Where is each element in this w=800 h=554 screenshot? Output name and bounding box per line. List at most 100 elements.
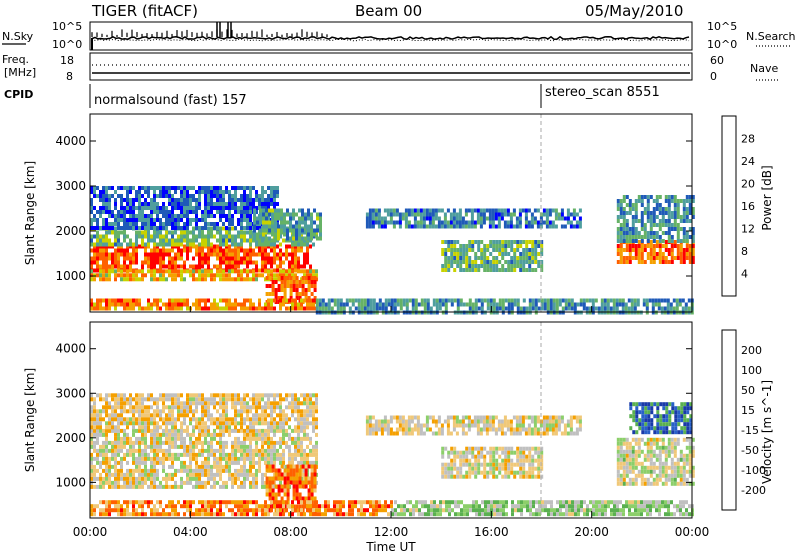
velocity-cell [186, 428, 189, 433]
power-cell [447, 256, 451, 260]
velocity-cell [114, 472, 117, 477]
power-cell [138, 269, 141, 274]
power-cell [216, 252, 219, 257]
velocity-cell [102, 476, 105, 481]
power-cell [640, 260, 644, 264]
velocity-cell [274, 468, 278, 473]
power-cell [180, 206, 183, 210]
velocity-cell [313, 476, 317, 481]
power-cell [153, 302, 156, 307]
power-cell [240, 242, 243, 247]
power-cell [682, 207, 686, 211]
power-cell [631, 223, 635, 227]
power-cell [165, 302, 168, 307]
velocity-cell [267, 405, 270, 410]
velocity-cell [198, 464, 201, 469]
velocity-cell [210, 508, 213, 513]
power-cell [234, 298, 237, 303]
power-cell [168, 248, 171, 253]
velocity-cell [156, 500, 159, 505]
velocity-cell [180, 504, 183, 509]
velocity-cell [135, 456, 138, 461]
power-cell [691, 239, 695, 243]
power-cell [135, 230, 138, 235]
power-cell [685, 256, 689, 260]
power-cell [147, 194, 150, 198]
velocity-cell [276, 440, 279, 445]
velocity-cell [303, 468, 306, 473]
power-cell [114, 190, 117, 194]
power-cell [476, 212, 480, 217]
power-cell [304, 236, 307, 241]
velocity-cell [300, 500, 303, 505]
velocity-cell [210, 472, 213, 477]
power-cell [673, 244, 677, 248]
power-cell [186, 306, 189, 311]
power-cell [258, 238, 261, 243]
power-cell [304, 224, 307, 229]
velocity-cell [234, 480, 237, 485]
velocity-cell [117, 432, 120, 437]
velocity-cell [297, 500, 300, 505]
power-cell [366, 298, 370, 303]
velocity-cell [216, 456, 219, 461]
velocity-cell [150, 512, 153, 517]
power-cell [261, 194, 264, 198]
power-cell [219, 190, 222, 194]
power-cell [162, 202, 165, 206]
power-cell [622, 215, 626, 219]
velocity-cell [204, 440, 207, 445]
power-cell [516, 260, 520, 264]
power-cell [219, 186, 222, 190]
power-cell [159, 298, 162, 303]
velocity-cell [201, 393, 204, 398]
velocity-cell [267, 432, 270, 437]
velocity-cell [162, 417, 165, 422]
velocity-cell [216, 409, 219, 414]
power-cell [572, 224, 576, 229]
velocity-cell [297, 428, 300, 433]
power-cell [682, 239, 686, 243]
velocity-cell [216, 460, 219, 465]
velocity-cell [282, 428, 285, 433]
power-cell [628, 207, 632, 211]
power-cell [661, 260, 665, 264]
velocity-cell [297, 409, 300, 414]
velocity-cell [165, 405, 168, 410]
power-cell [688, 211, 692, 215]
power-cell [249, 230, 252, 235]
power-cell [219, 238, 222, 243]
power-cell [108, 226, 111, 230]
power-cell [271, 216, 274, 221]
power-cell [575, 212, 579, 217]
power-cell [676, 256, 680, 260]
power-cell [637, 199, 641, 203]
power-cell [159, 273, 162, 278]
power-cell [219, 214, 222, 218]
velocity-cell [189, 417, 192, 422]
power-cell [561, 306, 565, 311]
power-cell [102, 306, 105, 311]
power-cell [273, 273, 276, 278]
power-cell [249, 226, 252, 230]
power-cell [495, 244, 499, 248]
power-cell [437, 216, 441, 221]
power-cell [285, 306, 288, 311]
power-cell [444, 260, 448, 264]
power-cell [189, 206, 192, 210]
power-cell [192, 218, 195, 222]
power-cell [168, 242, 171, 247]
velocity-cell [93, 405, 96, 410]
velocity-cell [246, 452, 249, 457]
power-cell [372, 306, 376, 311]
power-cell [564, 298, 568, 303]
power-cell [126, 234, 129, 239]
power-cell [105, 186, 108, 190]
power-cell [634, 244, 638, 248]
power-cell [277, 236, 280, 241]
velocity-cell [303, 504, 306, 509]
power-cell [631, 235, 635, 239]
power-cell [419, 216, 423, 221]
power-cell [489, 268, 493, 272]
velocity-cell [153, 476, 156, 481]
